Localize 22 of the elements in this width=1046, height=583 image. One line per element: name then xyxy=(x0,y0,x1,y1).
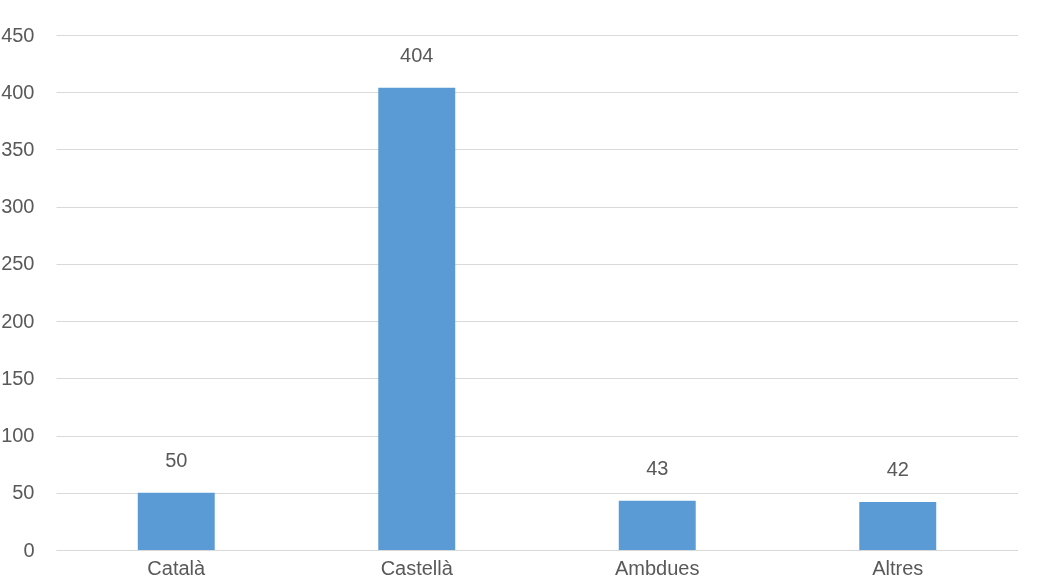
y-tick-label: 50 xyxy=(12,481,35,504)
bar xyxy=(137,492,215,550)
y-tick-label: 150 xyxy=(1,366,35,389)
y-tick-label: 350 xyxy=(1,137,35,160)
x-tick-label: Castellà xyxy=(380,556,454,579)
y-tick-label: 200 xyxy=(1,309,35,332)
data-label: 43 xyxy=(646,456,669,479)
bar xyxy=(859,501,937,550)
data-label: 50 xyxy=(165,448,188,471)
y-tick-label: 0 xyxy=(23,538,35,561)
y-tick-label: 400 xyxy=(1,80,35,103)
y-tick-label: 450 xyxy=(1,23,35,46)
data-label: 42 xyxy=(886,457,909,480)
data-label: 404 xyxy=(400,43,434,66)
y-tick-label: 250 xyxy=(1,252,35,275)
x-tick-label: Altres xyxy=(872,556,924,579)
x-tick-label: Ambdues xyxy=(615,556,700,579)
y-tick-label: 300 xyxy=(1,195,35,218)
bar xyxy=(378,87,456,550)
y-tick-label: 100 xyxy=(1,424,35,447)
bar xyxy=(618,500,696,550)
x-tick-label: Català xyxy=(147,556,207,579)
